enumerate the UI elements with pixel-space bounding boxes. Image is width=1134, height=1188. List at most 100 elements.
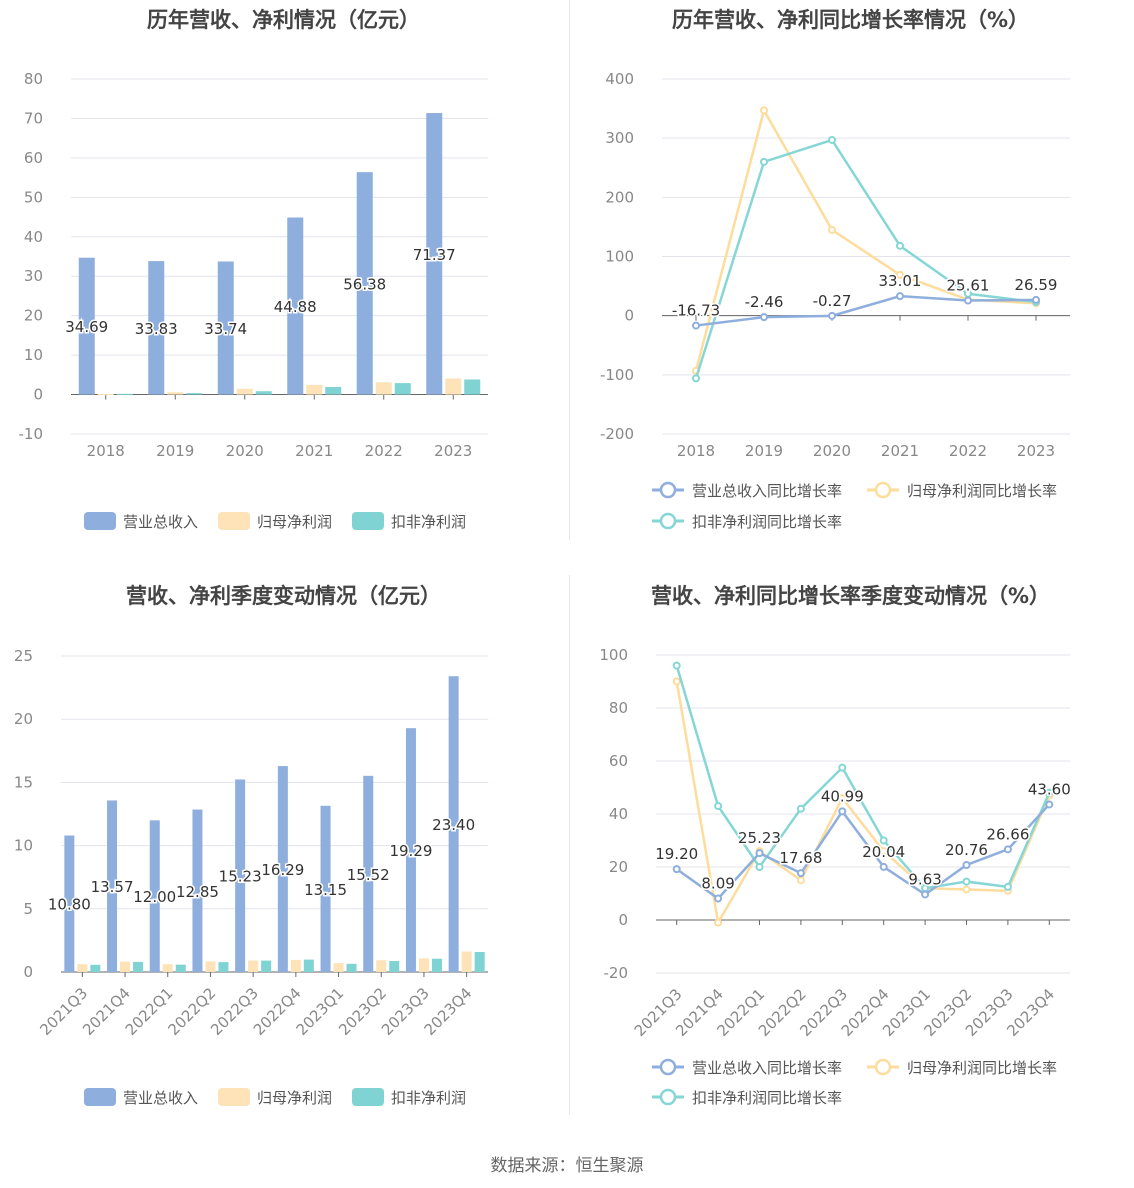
bar-营业总收入 <box>277 766 288 972</box>
y-tick-label: 50 <box>24 188 43 206</box>
data-label: 8.09 <box>701 875 734 893</box>
bar-营业总收入 <box>287 217 304 395</box>
y-tick-label: 10 <box>14 837 33 855</box>
point-归母净利润同比增长率 <box>760 106 768 115</box>
data-label: 16.29 <box>261 861 304 879</box>
bar-扣非净利润 <box>261 960 272 972</box>
quarterly-growth-panel: 营收、净利同比增长率季度变动情况（%） -20 0 20 40 60 80 100 2021Q… <box>567 570 1134 1130</box>
bar-归母净利润 <box>248 960 259 972</box>
point-营业总收入同比增长率 <box>838 807 847 816</box>
annual-growth-panel: 历年营收、净利同比增长率情况（%） -200 -100 0 100 200 300 400 2… <box>567 0 1134 560</box>
point-归母净利润同比增长率 <box>879 847 888 856</box>
line-归母净利润同比增长率 <box>675 681 1051 927</box>
x-tick-label: 2023 <box>434 442 472 460</box>
bar-扣非净利润 <box>116 393 133 395</box>
point-扣非净利润同比增长率 <box>1045 788 1054 797</box>
y-tick-label: -10 <box>19 425 44 443</box>
y-tick-label: 5 <box>23 900 33 918</box>
y-tick-label: 30 <box>24 267 43 285</box>
point-营业总收入同比增长率 <box>1003 845 1012 854</box>
data-label: 71.37 <box>413 246 456 264</box>
data-label: 12.85 <box>176 883 219 901</box>
bar-营业总收入 <box>405 728 416 972</box>
panel-divider <box>569 575 570 1115</box>
x-tick-label: 2022 <box>365 442 403 460</box>
bar-扣非净利润 <box>431 958 442 972</box>
point-归母净利润同比增长率 <box>714 918 723 927</box>
data-label: 33.01 <box>879 272 922 290</box>
y-tick-label: -100 <box>600 366 634 384</box>
chart-title: 历年营收、净利情况（亿元） <box>147 8 420 32</box>
legend-label: 营业总收入 <box>123 513 198 531</box>
legend-swatch <box>352 512 384 530</box>
legend-marker <box>659 1058 677 1076</box>
point-扣非净利润同比增长率 <box>755 863 764 871</box>
point-扣非净利润同比增长率 <box>714 802 723 811</box>
y-tick-label: 60 <box>609 752 628 770</box>
y-tick-label: 100 <box>605 248 634 266</box>
data-label: 15.52 <box>347 866 390 884</box>
y-tick-label: 25 <box>14 647 33 665</box>
data-label: 34.69 <box>65 318 108 336</box>
line-营业总收入同比增长率 <box>675 803 1051 901</box>
point-扣非净利润同比增长率 <box>796 804 805 813</box>
y-tick-label: 0 <box>33 386 43 404</box>
bar-归母净利润 <box>333 963 344 972</box>
legend-label: 扣非净利润 <box>391 1089 466 1107</box>
y-tick-label: 0 <box>618 911 628 929</box>
y-tick-label: 60 <box>24 149 43 167</box>
data-label: 43.60 <box>1028 780 1071 798</box>
data-label: 15.23 <box>219 868 262 886</box>
legend-label: 扣非净利润同比增长率 <box>692 1089 842 1107</box>
point-营业总收入同比增长率 <box>672 865 681 874</box>
legend-swatch <box>84 512 116 530</box>
bar-归母净利润 <box>236 388 253 395</box>
legend-label: 归母净利润 <box>257 1089 332 1107</box>
legend-label: 归母净利润 <box>257 513 332 531</box>
bar-扣非净利润 <box>394 383 411 395</box>
y-tick-label: 20 <box>609 858 628 876</box>
bar-扣非净利润 <box>389 961 400 972</box>
data-label: 10.80 <box>48 896 91 914</box>
data-label: 56.38 <box>343 275 386 293</box>
bar-扣非净利润 <box>474 952 485 972</box>
bar-归母净利润 <box>120 961 131 972</box>
y-tick-label: 10 <box>24 346 43 364</box>
quarterly-revenue-profit-panel: 营收、净利季度变动情况（亿元） 0 5 10 15 20 25 2021Q3 2021Q4 20… <box>0 570 567 1130</box>
y-tick-label: 20 <box>14 710 33 728</box>
data-label: 9.63 <box>908 870 941 888</box>
data-label: 12.00 <box>133 888 176 906</box>
point-扣非净利润同比增长率 <box>828 135 836 144</box>
point-归母净利润同比增长率 <box>896 270 904 279</box>
annual-bar-chart: -10 0 10 20 30 40 50 60 70 80 2018 2019 2020 2021 2022… <box>19 70 488 531</box>
bar-归母净利润 <box>418 958 429 972</box>
point-营业总收入同比增长率 <box>692 321 700 330</box>
bar-营业总收入 <box>149 820 160 972</box>
point-扣非净利润同比增长率 <box>896 241 904 250</box>
y-tick-label: 300 <box>605 129 634 147</box>
bar-扣非净利润 <box>303 959 314 972</box>
bar-扣非净利润 <box>346 963 357 972</box>
y-tick-label: -20 <box>604 964 629 982</box>
point-扣非净利润同比增长率 <box>672 661 681 670</box>
data-label: 44.88 <box>274 298 317 316</box>
legend-marker <box>659 481 677 499</box>
bar-营业总收入 <box>217 261 234 395</box>
point-归母净利润同比增长率 <box>838 794 847 803</box>
y-tick-label: 15 <box>14 773 33 791</box>
data-label: 33.83 <box>135 320 178 338</box>
point-扣非净利润同比增长率 <box>1003 882 1012 891</box>
bar-扣非净利润 <box>133 961 144 972</box>
point-归母净利润同比增长率 <box>962 885 971 894</box>
bar-扣非净利润 <box>175 964 186 972</box>
data-label: 13.57 <box>91 878 134 896</box>
point-扣非净利润同比增长率 <box>838 763 847 772</box>
point-归母净利润同比增长率 <box>796 876 805 885</box>
legend-marker <box>874 1058 892 1076</box>
legend-label: 扣非净利润同比增长率 <box>692 513 842 531</box>
bar-扣非净利润 <box>90 964 101 972</box>
point-营业总收入同比增长率 <box>896 292 904 301</box>
x-tick-label: 2021 <box>295 442 333 460</box>
point-营业总收入同比增长率 <box>964 296 972 305</box>
chart-title: 营收、净利季度变动情况（亿元） <box>126 584 441 608</box>
